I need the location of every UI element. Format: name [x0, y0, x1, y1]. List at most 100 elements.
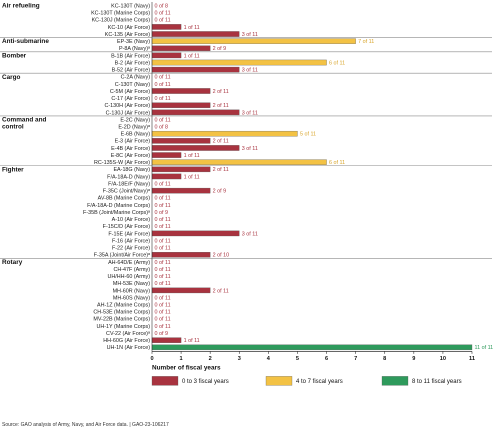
table-row: KC-130J (Marine Corps) 0 of 11: [92, 18, 171, 24]
table-row: P-8A (Navy)ᵃ 2 of 9: [119, 45, 226, 52]
data-label: 1 of 11: [184, 338, 200, 344]
row-label: B-1B (Air Force): [111, 53, 150, 59]
row-label: CV-22 (Air Force)ᵃ: [106, 331, 151, 337]
table-row: UH-1N (Air Force) 11 of 11: [107, 344, 494, 351]
table-row: C-130T (Navy) 0 of 11: [115, 82, 171, 88]
row-label: AV-8B (Marine Corps): [98, 196, 151, 202]
table-row: E-6B (Navy) 5 of 11: [121, 130, 316, 138]
x-tick-label: 11: [469, 356, 475, 362]
table-row: F/A-18A-D (Navy) 1 of 11: [107, 173, 200, 180]
bar: [151, 31, 240, 37]
row-label: C-17 (Air Force): [111, 96, 150, 102]
row-label: E-8C (Air Force): [111, 153, 150, 159]
x-tick-label: 5: [296, 356, 299, 362]
source-note: Source: GAO analysis of Army, Navy, and …: [2, 422, 169, 428]
data-label: 0 of 11: [155, 246, 171, 252]
row-label: F/A-18A-D (Navy): [107, 174, 150, 180]
row-label: A-10 (Air Force): [112, 217, 151, 223]
data-label: 0 of 11: [155, 11, 171, 17]
table-row: F-15C/D (Air Force) 0 of 11: [103, 224, 171, 230]
table-row: AV-8B (Marine Corps) 0 of 11: [98, 196, 171, 202]
row-label: MH-60S (Navy): [113, 295, 150, 301]
data-label: 0 of 11: [155, 324, 171, 330]
bar: [151, 138, 211, 144]
row-label: C-5M (Air Force): [110, 89, 150, 95]
table-row: E-2D (Navy)ᵃ 0 of 8: [118, 125, 168, 131]
table-row: B-2 (Air Force) 6 of 11: [115, 59, 345, 66]
x-axis-title: Number of fiscal years: [152, 364, 221, 371]
bar: [151, 230, 240, 237]
data-label: 11 of 11: [475, 345, 494, 351]
data-label: 0 of 11: [155, 181, 171, 187]
table-row: CH-53E (Marine Corps) 0 of 11: [93, 310, 170, 316]
row-label: E-6B (Navy): [121, 132, 151, 138]
row-label: UH-1N (Air Force): [107, 345, 151, 351]
row-label: F-35C (Joint/Navy)ᵃ: [103, 189, 151, 195]
row-label: C-130T (Navy): [115, 82, 150, 88]
legend-item-mid: 4 to 7 fiscal years: [265, 376, 343, 386]
table-row: F-15E (Air Force) 3 of 11: [108, 230, 258, 237]
table-row: AH-1Z (Marine Corps) 0 of 11: [97, 303, 171, 309]
x-tick-label: 10: [440, 356, 446, 362]
data-label: 2 of 11: [213, 167, 229, 173]
row-label: E-2C (Navy): [120, 117, 150, 123]
x-axis: 0 1 2 3 4 5 6 7 8 9 10 11: [0, 2, 492, 362]
row-label: KC-130T (Navy): [111, 3, 150, 9]
legend-label: 4 to 7 fiscal years: [296, 379, 343, 385]
bar: [151, 152, 182, 158]
data-label: 0 of 11: [155, 267, 171, 273]
row-label: P-8A (Navy)ᵃ: [119, 46, 151, 52]
table-row: F/A-18A-D (Marine Corps) 0 of 11: [87, 203, 171, 209]
bar: [151, 337, 182, 343]
data-label: 0 of 11: [155, 238, 171, 244]
row-label: B-52 (Air Force): [112, 68, 151, 74]
table-row: KC-130T (Navy) 0 of 8: [111, 3, 168, 9]
table-row: E-8C (Air Force) 1 of 11: [111, 152, 200, 159]
row-label: UH-1Y (Marine Corps): [96, 324, 150, 330]
data-label: 0 of 11: [155, 317, 171, 323]
row-label: CH-47F (Army): [113, 267, 150, 273]
bar: [151, 166, 211, 173]
group-label: Rotary: [2, 259, 23, 266]
legend: 0 to 3 fiscal years 4 to 7 fiscal years 8 …: [151, 376, 462, 386]
group-rotary: Rotary AH-64D/E (Army) 0 of 11 CH-47F (Army…: [2, 259, 493, 351]
table-row: F/A-18E/F (Navy) 0 of 11: [108, 181, 171, 187]
table-row: MH-60R (Navy) 2 of 11: [113, 287, 229, 294]
bar: [151, 38, 356, 44]
table-row: RC-135S-W (Air Force) 6 of 11: [94, 159, 345, 166]
table-row: A-10 (Air Force) 0 of 11: [112, 217, 171, 223]
row-label: F/A-18A-D (Marine Corps): [87, 203, 150, 209]
row-label: F/A-18E/F (Navy): [108, 181, 150, 187]
table-row: EP-3E (Navy) 7 of 11: [117, 38, 374, 45]
bar: [151, 344, 473, 351]
row-label: MH-60R (Navy): [113, 288, 151, 294]
row-label: MH-53E (Navy): [113, 281, 150, 287]
x-tick-label: 7: [354, 356, 357, 362]
data-label: 0 of 11: [155, 203, 171, 209]
data-label: 1 of 11: [184, 53, 200, 59]
bar: [151, 66, 240, 73]
legend-swatch: [265, 376, 293, 386]
legend-label: 0 to 3 fiscal years: [182, 379, 229, 385]
bar: [151, 102, 211, 108]
x-tick-label: 8: [383, 356, 386, 362]
row-label: EP-3E (Navy): [117, 39, 150, 45]
table-row: F-35C (Joint/Navy)ᵃ 2 of 9: [103, 187, 226, 195]
table-row: C-5M (Air Force) 2 of 11: [110, 88, 229, 95]
table-row: F-35B (Joint/Marine Corps)ᵃ 0 of 9: [83, 210, 168, 216]
group-air-refueling: Air refueling KC-130T (Navy) 0 of 8KC-130T…: [2, 3, 258, 38]
data-label: 0 of 11: [155, 274, 171, 280]
data-label: 2 of 10: [213, 253, 230, 259]
data-label: 1 of 11: [184, 174, 200, 180]
row-label: F-22 (Air Force): [112, 246, 150, 252]
data-label: 0 of 11: [155, 224, 171, 230]
data-label: 2 of 11: [213, 139, 229, 145]
data-label: 5 of 11: [300, 132, 316, 138]
x-tick-label: 2: [209, 356, 212, 362]
row-label: C-130H (Air Force): [104, 103, 150, 109]
data-label: 0 of 9: [155, 210, 169, 216]
row-label: AH-64D/E (Army): [108, 260, 150, 266]
data-label: 0 of 8: [155, 125, 169, 131]
chart-rows: Air refueling KC-130T (Navy) 0 of 8KC-130T…: [2, 3, 493, 352]
